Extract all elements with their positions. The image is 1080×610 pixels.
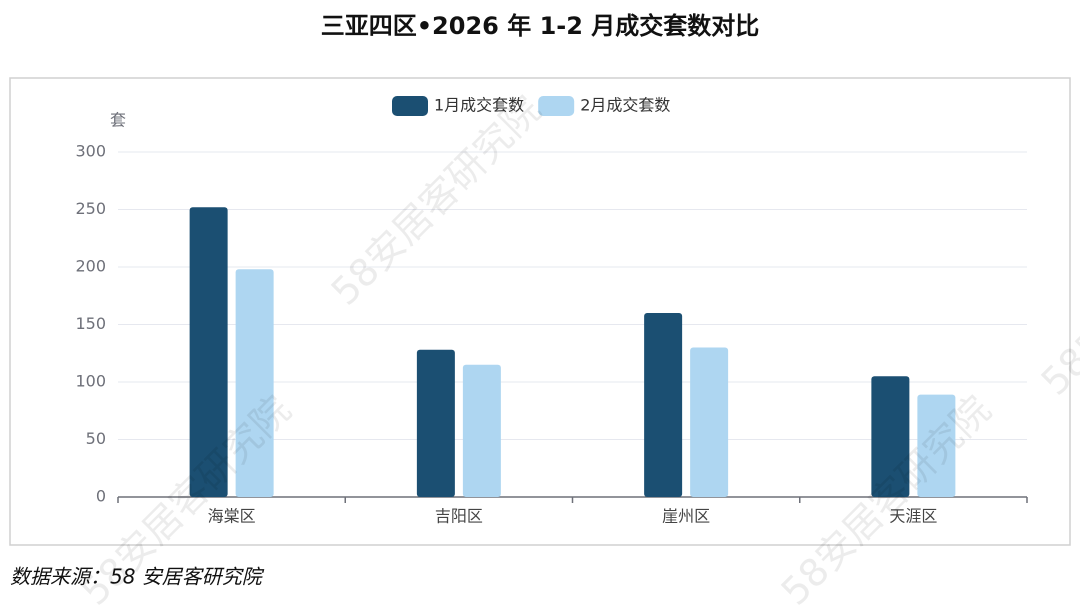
watermark: 58安居客研究院 <box>1033 177 1080 404</box>
bar <box>235 269 274 497</box>
legend-swatch <box>538 96 575 116</box>
bar <box>644 313 683 497</box>
y-tick-label: 100 <box>75 372 106 391</box>
bar <box>917 394 956 497</box>
bar <box>189 207 228 497</box>
bar <box>690 347 729 497</box>
chart-title: 三亚四区•2026 年 1-2 月成交套数对比 <box>321 12 760 40</box>
chart-frame <box>9 77 1071 546</box>
y-tick-label: 150 <box>75 314 106 333</box>
y-tick-label: 250 <box>75 199 106 218</box>
y-tick-label: 50 <box>86 429 106 448</box>
y-axis-label: 套 <box>110 111 126 130</box>
legend-label: 2月成交套数 <box>580 96 670 115</box>
legend-label: 1月成交套数 <box>434 96 524 115</box>
bar <box>416 349 455 497</box>
source-note: 数据来源：58 安居客研究院 <box>10 565 265 589</box>
x-tick-label: 崖州区 <box>662 507 710 526</box>
y-tick-label: 200 <box>75 257 106 276</box>
x-tick-label: 吉阳区 <box>435 507 483 526</box>
y-tick-label: 300 <box>75 142 106 161</box>
x-tick-label: 海棠区 <box>208 507 256 526</box>
y-tick-label: 0 <box>96 487 106 506</box>
legend-swatch <box>392 96 428 116</box>
x-tick-label: 天涯区 <box>889 507 937 526</box>
bar <box>462 364 501 497</box>
watermark: 58安居客研究院 <box>323 87 550 314</box>
bar <box>871 376 910 497</box>
